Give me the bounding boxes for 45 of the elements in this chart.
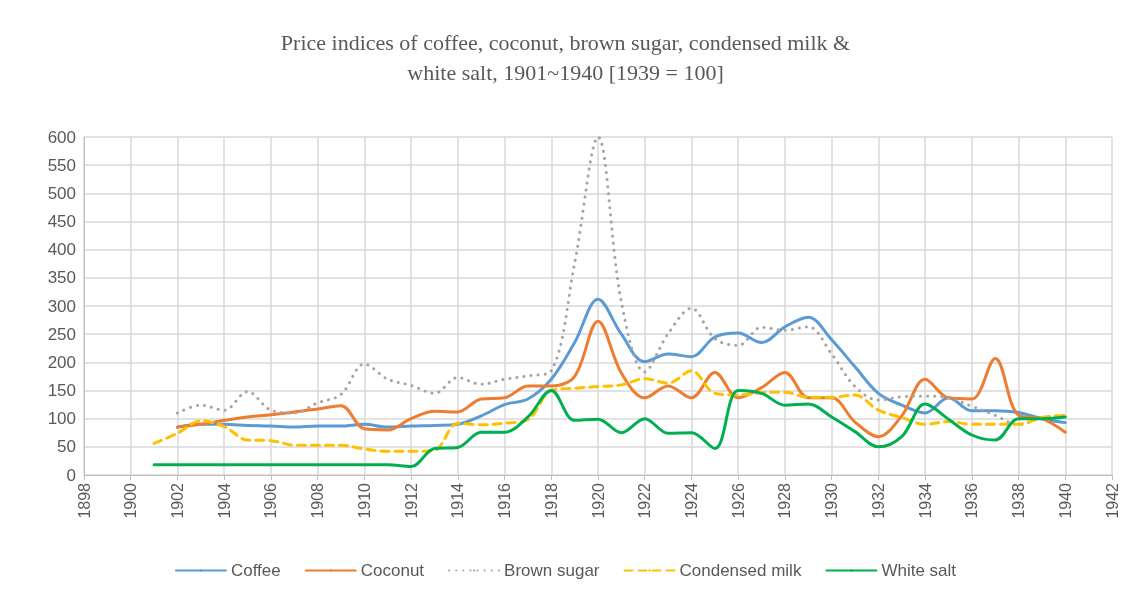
x-tick-label: 1924 <box>682 482 700 519</box>
x-tick-label: 1918 <box>542 482 560 519</box>
x-tick-label: 1902 <box>168 482 186 519</box>
y-tick-label: 50 <box>57 437 76 457</box>
legend-label: Coffee <box>230 561 281 580</box>
y-tick-label: 600 <box>47 127 76 147</box>
x-tick-label: 1922 <box>636 482 654 519</box>
line-series <box>152 389 1067 469</box>
chart-title: Price indices of coffee, coconut, brown sugar, condensed milk & white salt, 1901~1940 [1939 = 100] <box>280 29 851 85</box>
x-tick-label: 1932 <box>869 482 887 519</box>
x-tick-label: 1938 <box>1010 482 1028 519</box>
x-tick-label: 1916 <box>496 482 514 519</box>
y-tick-label: 550 <box>47 155 76 175</box>
legend-label: Brown sugar <box>504 561 600 580</box>
legend-label: Condensed milk <box>679 561 802 580</box>
y-tick-label: 150 <box>47 381 76 400</box>
x-tick-label: 1928 <box>776 482 794 519</box>
x-tick-label: 1914 <box>449 482 467 519</box>
y-tick-label: 450 <box>47 212 76 231</box>
y-tick-label: 250 <box>47 324 76 344</box>
x-tick-label: 1912 <box>402 482 420 519</box>
y-tick-label: 300 <box>47 296 76 316</box>
line-series <box>175 319 1067 439</box>
x-tick-label: 1900 <box>122 482 140 519</box>
y-tick-label: 100 <box>47 409 76 429</box>
x-tick-label: 1906 <box>262 482 280 519</box>
x-tick-label: 1908 <box>309 482 327 519</box>
legend-label: Coconut <box>360 561 425 580</box>
x-tick-label: 1934 <box>916 482 934 519</box>
y-tick-label: 400 <box>47 240 76 260</box>
y-tick-label: 350 <box>47 268 76 288</box>
x-tick-label: 1910 <box>355 482 373 519</box>
x-tick-label: 1920 <box>589 482 607 519</box>
x-tick-label: 1940 <box>1056 482 1074 519</box>
y-tick-label: 500 <box>47 183 76 203</box>
x-tick-label: 1904 <box>215 482 233 519</box>
x-tick-label: 1930 <box>823 482 841 519</box>
y-tick-label: 0 <box>66 465 76 485</box>
legend-label: White salt <box>881 561 957 580</box>
x-tick-label: 1898 <box>75 482 93 519</box>
x-tick-label: 1936 <box>963 482 981 519</box>
y-tick-label: 200 <box>47 352 76 372</box>
x-tick-label: 1926 <box>729 482 747 519</box>
line-series <box>152 369 1067 453</box>
x-tick-label: 1942 <box>1103 482 1121 519</box>
